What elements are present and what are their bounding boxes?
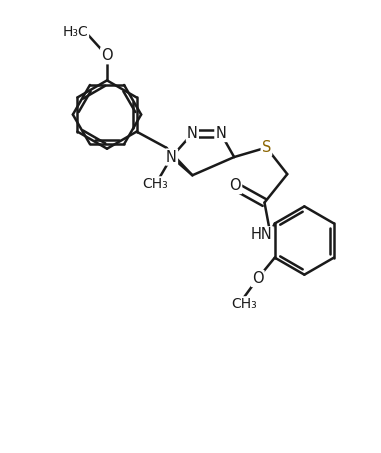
Text: O: O bbox=[252, 271, 264, 286]
Text: CH₃: CH₃ bbox=[142, 178, 168, 191]
Text: O: O bbox=[101, 48, 113, 63]
Text: N: N bbox=[215, 126, 226, 141]
Text: S: S bbox=[262, 140, 271, 155]
Text: H₃C: H₃C bbox=[62, 25, 88, 39]
Text: CH₃: CH₃ bbox=[232, 297, 257, 311]
Text: N: N bbox=[166, 149, 177, 164]
Text: HN: HN bbox=[251, 227, 273, 242]
Text: N: N bbox=[187, 126, 198, 141]
Text: O: O bbox=[229, 178, 241, 193]
